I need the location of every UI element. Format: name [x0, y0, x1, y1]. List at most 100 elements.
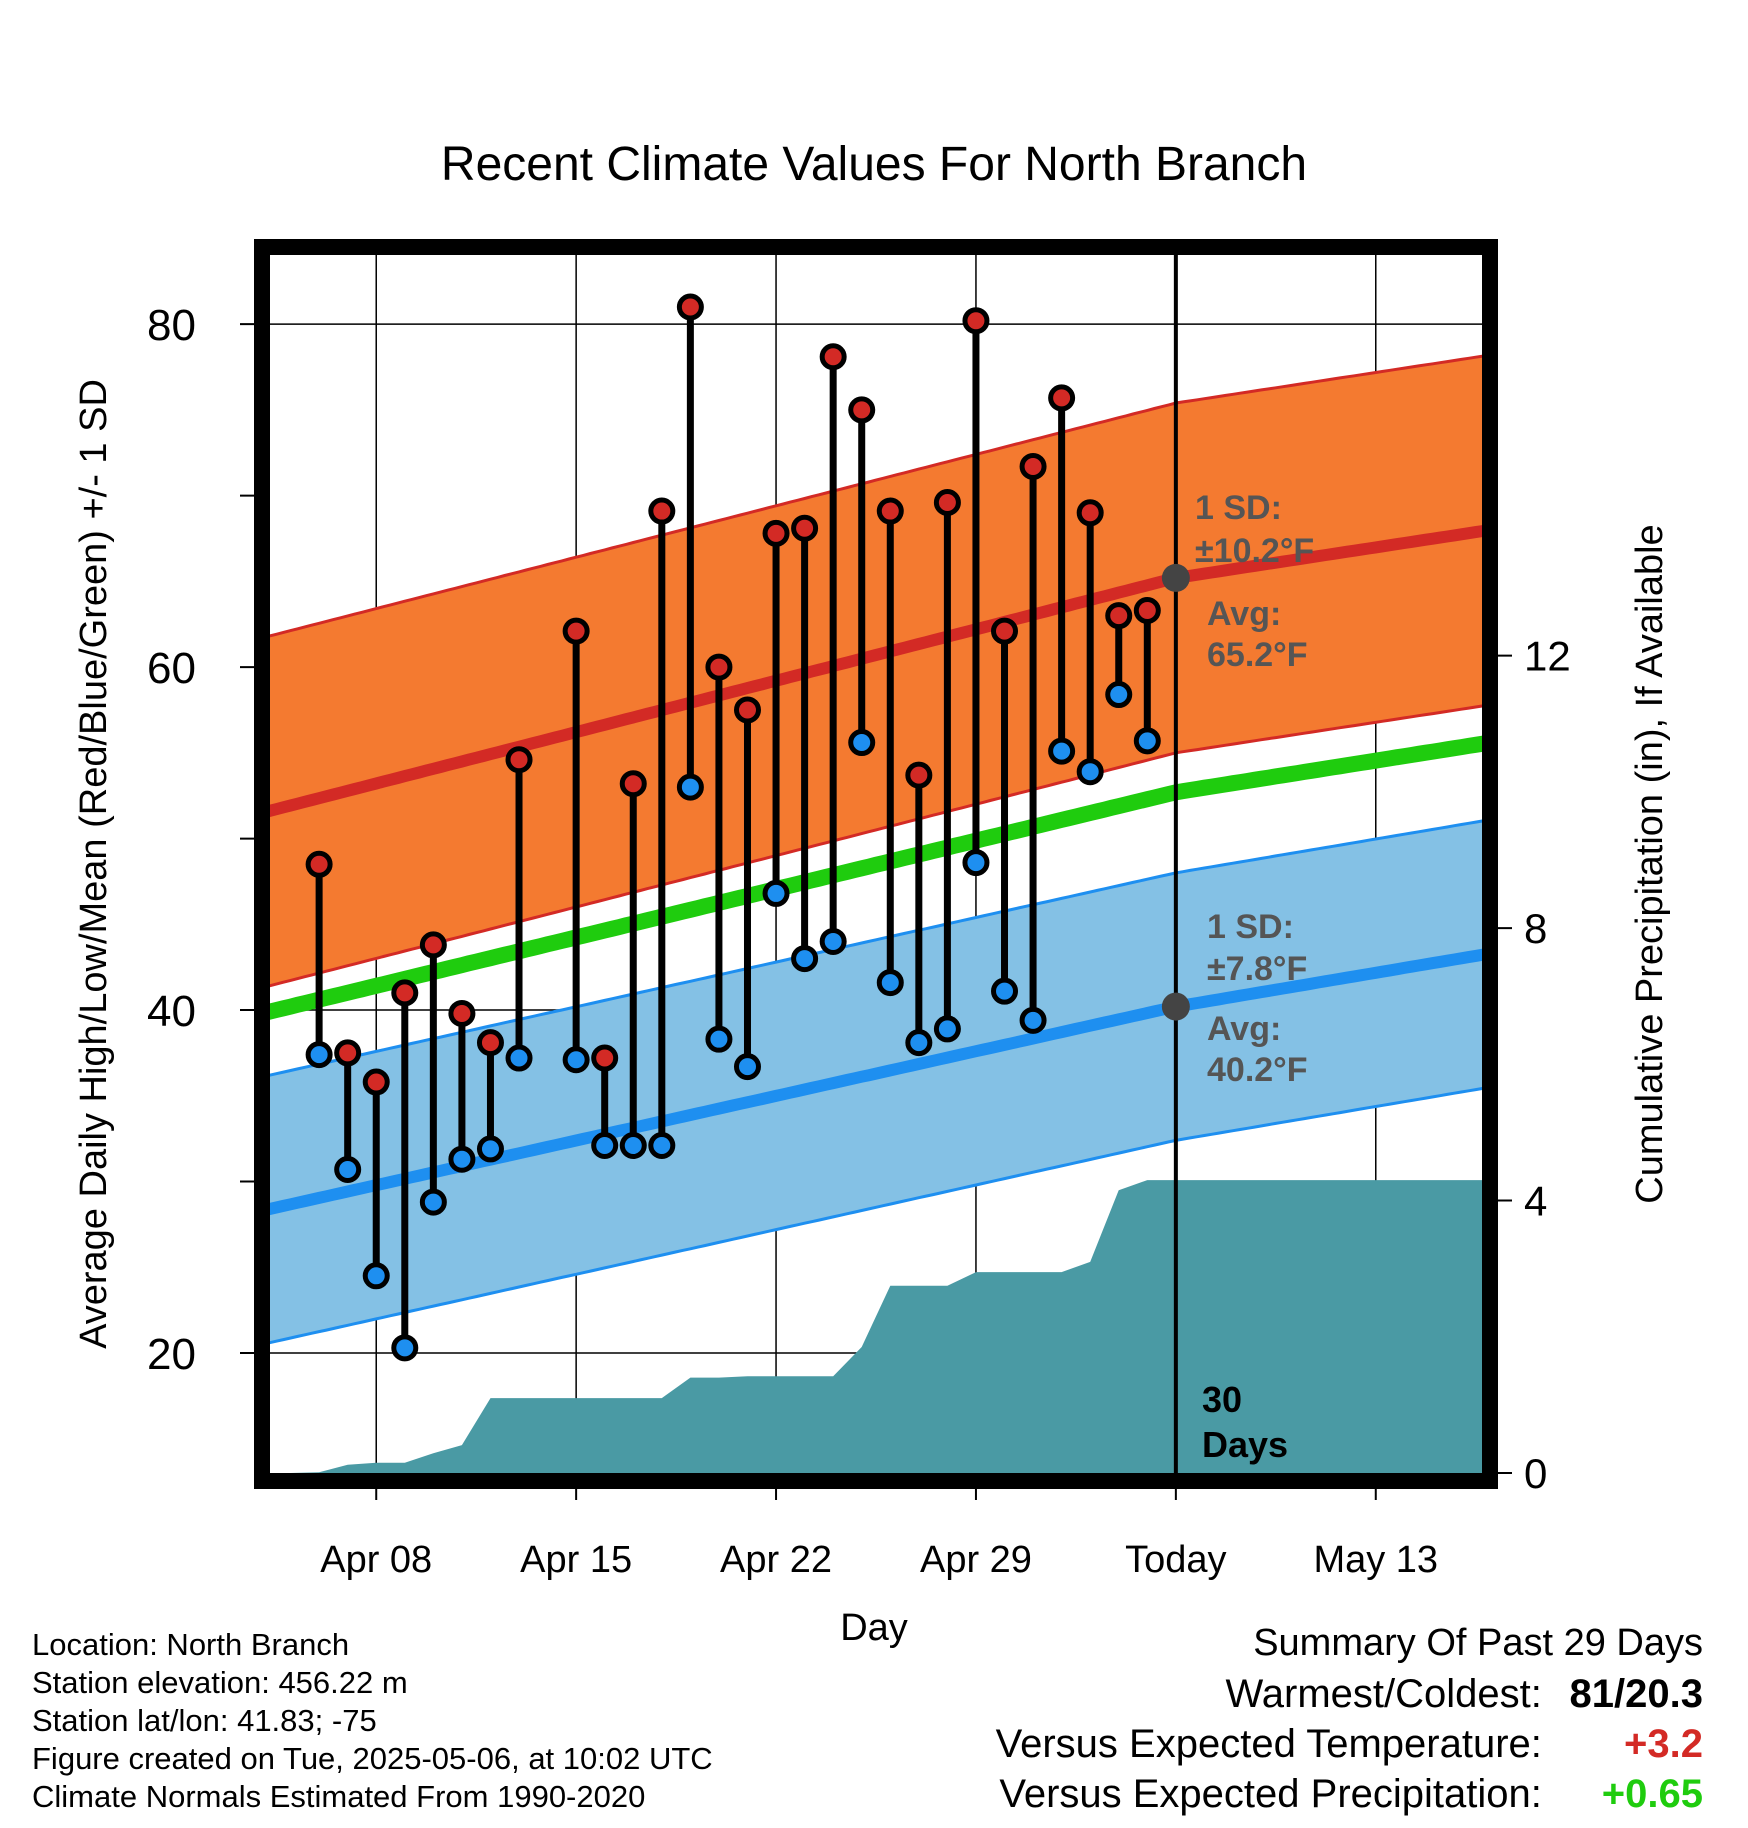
today-label-days-word: Days — [1202, 1424, 1288, 1465]
daily-low-point — [476, 1135, 504, 1163]
daily-low-point — [991, 977, 1019, 1005]
daily-high-point — [1076, 499, 1104, 527]
daily-low-point — [819, 927, 847, 955]
summary-title: Summary Of Past 29 Days — [1253, 1622, 1703, 1664]
daily-high-point — [991, 617, 1019, 645]
summary-warmest-row: Warmest/Coldest: 81/20.3 — [996, 1669, 1704, 1719]
y-axis-label: Average Daily High/Low/Mean (Red/Blue/Gr… — [73, 379, 115, 1349]
high-band-lower-edge — [262, 703, 1490, 990]
y2-axis-label: Cumulative Precipitation (in), If Availa… — [1629, 524, 1671, 1203]
daily-low-point — [419, 1188, 447, 1216]
daily-low-point — [1105, 681, 1133, 709]
normals-text: Climate Normals Estimated From 1990-2020 — [32, 1779, 646, 1814]
low-avg-marker — [1161, 992, 1190, 1021]
x-tick-label: Apr 15 — [520, 1539, 632, 1581]
low-avg-label: Avg: — [1207, 1010, 1281, 1048]
daily-high-point — [448, 999, 476, 1027]
daily-low-point — [305, 1041, 333, 1069]
high-avg-marker — [1161, 563, 1190, 592]
daily-high-point — [933, 488, 961, 516]
daily-low-point — [362, 1262, 390, 1290]
chart-title: Recent Climate Values For North Branch — [441, 138, 1307, 191]
summary-temp-row: Versus Expected Temperature: +3.2 — [996, 1719, 1703, 1769]
daily-low-point — [733, 1053, 761, 1081]
daily-low-point — [505, 1044, 533, 1072]
plot-frame — [254, 239, 1498, 1489]
summary-temp-label: Versus Expected Temperature: — [995, 1722, 1542, 1766]
location-text: Location: North Branch — [32, 1627, 350, 1662]
daily-high-point — [419, 931, 447, 959]
daily-high-point — [619, 770, 647, 798]
x-axis-label: Day — [840, 1607, 908, 1649]
high-sd-band — [262, 355, 1490, 988]
y-tick-label: 60 — [147, 644, 196, 693]
daily-high-point — [505, 746, 533, 774]
daily-low-point — [762, 879, 790, 907]
daily-low-point — [334, 1156, 362, 1184]
summary-precip-row: Versus Expected Precipitation: +0.65 — [996, 1769, 1703, 1819]
low-band-upper-edge — [262, 818, 1490, 1079]
low-sd-value: ±7.8°F — [1207, 950, 1307, 988]
low-avg-value: 40.2°F — [1207, 1051, 1308, 1089]
x-tick-label: Today — [1125, 1539, 1226, 1581]
daily-high-point — [676, 293, 704, 321]
daily-high-point — [1105, 602, 1133, 630]
daily-low-point — [1076, 758, 1104, 786]
daily-low-point — [648, 1131, 676, 1159]
daily-high-point — [819, 343, 847, 371]
daily-low-point — [676, 773, 704, 801]
created-text: Figure created on Tue, 2025-05-06, at 10… — [32, 1741, 713, 1776]
normal-high-line — [262, 523, 1490, 819]
daily-high-point — [334, 1039, 362, 1067]
low-sd-band — [262, 819, 1490, 1345]
plot-area — [262, 247, 1490, 1481]
high-sd-label: 1 SD: — [1195, 489, 1282, 527]
y-tick-label: 20 — [147, 1330, 196, 1379]
station-info: Location: North Branch Station elevation… — [32, 1626, 713, 1816]
summary-warmest-value: 81/20.3 — [1569, 1672, 1703, 1716]
summary-precip-label: Versus Expected Precipitation: — [999, 1772, 1542, 1816]
daily-high-point — [762, 519, 790, 547]
latlon-text: Station lat/lon: 41.83; -75 — [32, 1703, 377, 1738]
high-sd-value: ±10.2°F — [1195, 532, 1314, 570]
daily-low-point — [391, 1334, 419, 1362]
daily-low-point — [619, 1131, 647, 1159]
elevation-text: Station elevation: 456.22 m — [32, 1665, 408, 1700]
daily-low-point — [705, 1025, 733, 1053]
y-tick-label: 40 — [147, 987, 196, 1036]
y2-tick-label: 0 — [1524, 1450, 1547, 1497]
daily-low-point — [962, 849, 990, 877]
daily-high-point — [391, 979, 419, 1007]
x-tick-label: Apr 29 — [920, 1539, 1032, 1581]
today-label-days-count: 30 — [1202, 1379, 1242, 1420]
x-tick-label: May 13 — [1313, 1539, 1438, 1581]
daily-low-point — [933, 1015, 961, 1043]
precip-area — [290, 1180, 1490, 1473]
high-avg-label: Avg: — [1207, 595, 1281, 633]
daily-low-point — [1048, 737, 1076, 765]
x-tick-label: Apr 22 — [720, 1539, 832, 1581]
daily-low-point — [791, 945, 819, 973]
daily-low-point — [591, 1131, 619, 1159]
daily-low-point — [448, 1145, 476, 1173]
summary-precip-value: +0.65 — [1601, 1772, 1703, 1816]
daily-low-point — [1133, 727, 1161, 755]
daily-high-point — [362, 1068, 390, 1096]
x-tick-label: Apr 08 — [320, 1539, 432, 1581]
summary-warmest-label: Warmest/Coldest: — [1225, 1672, 1542, 1716]
daily-high-point — [562, 617, 590, 645]
daily-high-point — [1133, 597, 1161, 625]
daily-high-point — [648, 497, 676, 525]
high-band-upper-edge — [262, 353, 1490, 640]
daily-high-point — [591, 1044, 619, 1072]
daily-high-point — [848, 396, 876, 424]
summary-temp-value: +3.2 — [1624, 1722, 1703, 1766]
daily-low-point — [848, 729, 876, 757]
high-avg-value: 65.2°F — [1207, 636, 1308, 674]
y-tick-label: 80 — [147, 301, 196, 350]
normal-mean-line — [262, 734, 1490, 1022]
daily-high-point — [1048, 384, 1076, 412]
daily-low-point — [1019, 1006, 1047, 1034]
daily-high-point — [305, 850, 333, 878]
